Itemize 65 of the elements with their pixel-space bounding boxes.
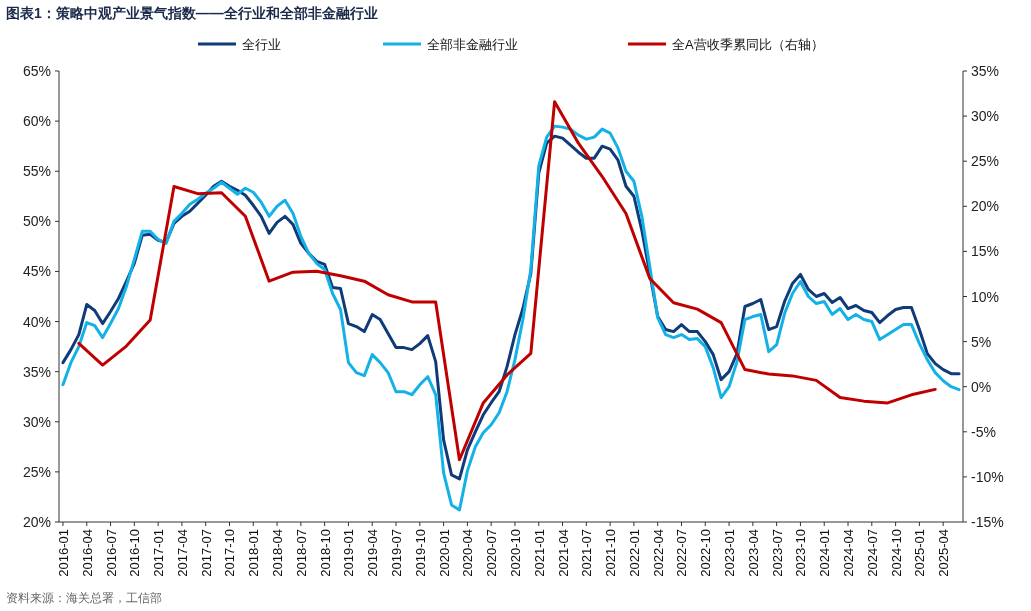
x-tick-label: 2021-01 (531, 529, 547, 577)
y-tick-label: 45% (22, 263, 51, 280)
x-tick-label: 2020-01 (436, 529, 452, 577)
y2-tick-label: 30% (971, 108, 1000, 125)
x-tick-label: 2025-04 (936, 529, 952, 577)
x-tick-label: 2018-01 (246, 529, 262, 577)
legend-label: 全A营收季累同比（右轴） (672, 37, 824, 52)
y2-tick-label: 25% (971, 153, 1000, 170)
x-tick-label: 2020-04 (460, 529, 476, 577)
x-tick-label: 2019-07 (389, 529, 405, 577)
x-tick-label: 2020-10 (507, 529, 523, 577)
x-tick-label: 2022-10 (698, 529, 714, 577)
x-tick-label: 2021-07 (579, 529, 595, 577)
x-tick-label: 2017-01 (151, 529, 167, 577)
y2-tick-label: 15% (971, 243, 1000, 260)
x-tick-label: 2018-04 (270, 529, 286, 577)
x-tick-label: 2024-07 (864, 529, 880, 577)
x-tick-label: 2022-01 (626, 529, 642, 577)
y2-tick-label: 35% (971, 63, 1000, 79)
x-tick-label: 2016-07 (103, 529, 119, 577)
y-tick-label: 25% (22, 463, 51, 480)
x-tick-label: 2018-10 (317, 529, 333, 577)
x-tick-label: 2023-04 (745, 529, 761, 577)
x-tick-label: 2022-04 (650, 529, 666, 577)
x-tick-label: 2023-01 (722, 529, 738, 577)
x-tick-label: 2016-04 (79, 529, 95, 577)
line-series (77, 100, 937, 462)
x-tick-label: 2017-07 (198, 529, 214, 577)
y2-tick-label: -15% (971, 514, 1004, 530)
y-tick-label: 65% (22, 63, 51, 79)
x-tick-label: 2024-01 (817, 529, 833, 577)
x-tick-label: 2020-07 (484, 529, 500, 577)
legend-label: 全行业 (242, 37, 281, 52)
y-tick-label: 20% (22, 514, 51, 530)
y-tick-label: 50% (22, 213, 51, 230)
y2-tick-label: -10% (971, 468, 1004, 485)
x-tick-label: 2024-10 (888, 529, 904, 577)
x-tick-label: 2021-10 (603, 529, 619, 577)
x-tick-label: 2018-07 (293, 529, 309, 577)
y2-tick-label: 10% (971, 288, 1000, 305)
y-tick-label: 55% (22, 163, 51, 180)
x-tick-label: 2023-10 (793, 529, 809, 577)
text: 资料来源：海关总署，工信部 (6, 591, 162, 605)
x-tick-label: 2017-10 (222, 529, 238, 577)
x-tick-label: 2023-07 (769, 529, 785, 577)
y-tick-label: 30% (22, 413, 51, 430)
y2-tick-label: 5% (971, 333, 992, 350)
x-tick-label: 2016-01 (55, 529, 71, 577)
x-tick-label: 2019-01 (341, 529, 357, 577)
x-tick-label: 2019-04 (365, 529, 381, 577)
y-tick-label: 60% (22, 113, 51, 130)
x-tick-label: 2024-04 (841, 529, 857, 577)
x-tick-label: 2019-10 (412, 529, 428, 577)
y2-tick-label: -5% (971, 423, 996, 440)
legend-label: 全部非金融行业 (427, 37, 518, 52)
x-tick-label: 2021-04 (555, 529, 571, 577)
chart-title: 图表1：策略中观产业景气指数——全行业和全部非金融行业 (6, 5, 378, 21)
x-tick-label: 2022-07 (674, 529, 690, 577)
y-tick-label: 35% (22, 363, 51, 380)
x-tick-label: 2017-04 (174, 529, 190, 577)
x-tick-label: 2016-10 (127, 529, 143, 577)
x-tick-label: 2025-01 (912, 529, 928, 577)
y-tick-label: 40% (22, 313, 51, 330)
y2-tick-label: 20% (971, 198, 1000, 215)
y2-tick-label: 0% (971, 378, 992, 395)
